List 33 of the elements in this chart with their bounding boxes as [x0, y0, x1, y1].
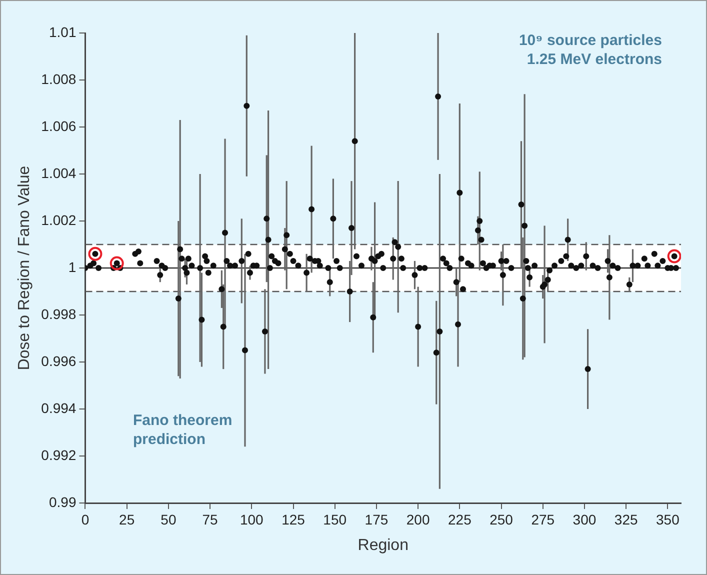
x-tick-label: 350 — [656, 511, 680, 528]
y-tick-label: 1.006 — [41, 118, 76, 134]
y-tick-label: 0.99 — [48, 494, 76, 510]
x-tick-label: 50 — [160, 511, 176, 528]
x-tick-label: 100 — [240, 511, 264, 528]
y-tick-label: 1.004 — [41, 164, 76, 181]
x-tick-label: 25 — [119, 511, 135, 528]
point — [110, 256, 124, 270]
point — [667, 249, 681, 264]
x-tick-label: 125 — [282, 511, 306, 528]
y-axis-title: Dose to Region / Fano Value — [16, 166, 34, 370]
x-tick-label: 250 — [490, 511, 514, 528]
y-tick-label: 1.01 — [48, 24, 76, 40]
x-tick-label: 325 — [614, 511, 638, 528]
x-tick-label: 0 — [81, 511, 90, 528]
y-tick-label: 0.994 — [41, 400, 76, 416]
y-tick-label: 1.008 — [41, 70, 76, 87]
x-tick-label: 200 — [406, 511, 430, 528]
annotation: 10⁹ source particles 1.25 MeV electrons — [518, 31, 662, 69]
y-tick-label: 1.002 — [41, 212, 76, 228]
point — [88, 246, 102, 261]
x-tick-label: 75 — [202, 511, 218, 528]
x-tick-label: 225 — [448, 511, 472, 528]
x-tick-label: 300 — [572, 511, 596, 528]
y-tick-label: 1 — [68, 258, 76, 275]
x-tick-label: 275 — [531, 511, 555, 528]
x-tick-label: 150 — [323, 511, 347, 528]
y-tick-label: 0.998 — [41, 306, 76, 322]
y-tick-label: 0.992 — [41, 446, 76, 463]
y-tick-label: 0.996 — [41, 352, 76, 369]
annotation: Fano theorem prediction — [133, 411, 232, 449]
x-tick-label: 175 — [364, 511, 388, 528]
x-axis-title: Region — [358, 536, 408, 554]
